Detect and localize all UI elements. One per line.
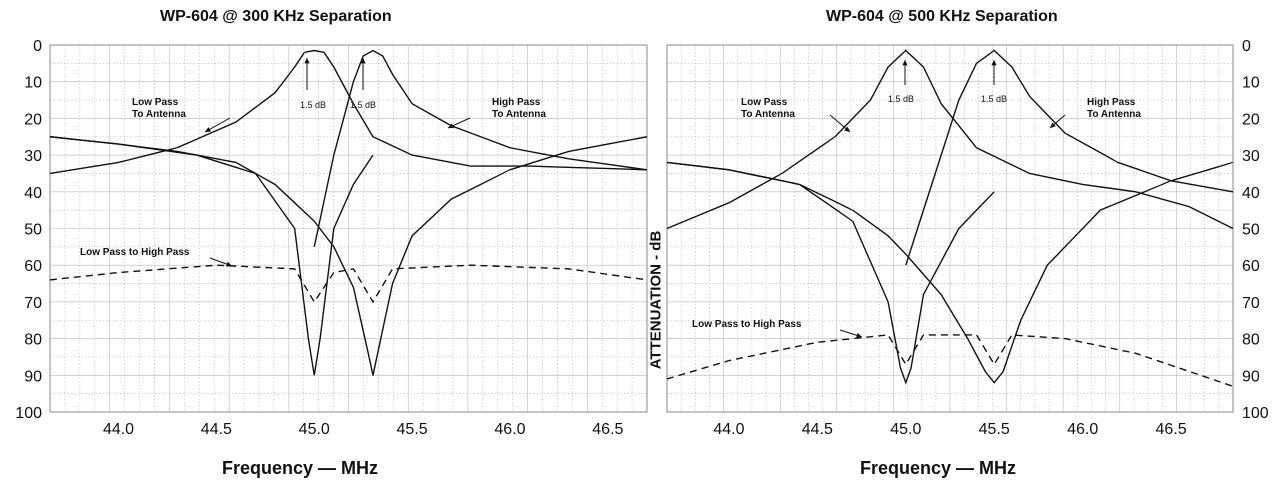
y-tick-label: 10	[1242, 75, 1260, 92]
y-tick-label: 30	[1242, 148, 1260, 165]
y-tick-label: 20	[1242, 111, 1260, 128]
series-line	[49, 136, 374, 376]
y-tick-label: 0	[1242, 38, 1251, 55]
series-line	[666, 161, 995, 385]
chart-plot-300khz: 0 10 20 30 40 50 60 70 80 90 100 44.0 44.5 45.0 45.5 46…	[15, 38, 648, 438]
y-tick-label: 30	[24, 148, 42, 165]
y-tick-label: 100	[1242, 405, 1269, 422]
x-tick-label: 45.0	[299, 421, 330, 438]
y-tick-label: 20	[24, 111, 42, 128]
arrow-icon-head	[304, 58, 310, 64]
x-tick-label: 45.0	[890, 421, 921, 438]
arrow-icon-head	[1050, 122, 1056, 128]
y-tick-label: 50	[24, 222, 42, 239]
y-tick-label: 90	[1242, 368, 1260, 385]
arrow-icon-head	[360, 58, 366, 64]
y-tick-label: 100	[15, 405, 42, 422]
chart-title: WP-604 @ 500 KHz Separation	[826, 8, 1058, 25]
x-tick-label: 46.5	[1156, 421, 1187, 438]
x-tick-label: 46.0	[1067, 421, 1098, 438]
arrow-icon-head	[205, 127, 211, 132]
y-tick-label: 0	[33, 38, 42, 55]
annotation-insertion-loss: 1.5 dB	[350, 100, 376, 110]
annotation-low-to-high: Low Pass to High Pass	[692, 319, 802, 330]
arrow-icon-head	[448, 123, 454, 129]
x-tick-label: 44.5	[802, 421, 833, 438]
x-tick-label: 46.5	[592, 421, 623, 438]
y-tick-label: 70	[24, 295, 42, 312]
series-line	[49, 136, 648, 376]
chart-300khz: WP-604 @ 300 KHz Separation 0 10 20 30 40 50 6…	[15, 8, 648, 478]
annotation-low-pass: To Antenna	[741, 109, 795, 120]
series-line	[313, 49, 648, 247]
x-tick-label: 45.5	[979, 421, 1010, 438]
series-line	[49, 49, 648, 175]
series-line	[666, 161, 1234, 384]
chart-title: WP-604 @ 300 KHz Separation	[160, 8, 392, 25]
y-tick-label: 40	[1242, 185, 1260, 202]
x-tick-label: 44.5	[201, 421, 232, 438]
x-tick-label: 44.0	[713, 421, 744, 438]
x-axis-label: Frequency — MHz	[860, 458, 1017, 478]
y-tick-label: 10	[24, 75, 42, 92]
x-tick-label: 46.0	[494, 421, 525, 438]
plot-frame	[49, 44, 648, 413]
arrow-icon-head	[991, 60, 997, 66]
x-axis-label: Frequency — MHz	[222, 458, 379, 478]
y-tick-label: 60	[1242, 258, 1260, 275]
y-tick-label: 50	[1242, 222, 1260, 239]
annotation-high-pass: To Antenna	[492, 109, 546, 120]
annotation-low-to-high: Low Pass to High Pass	[80, 247, 190, 258]
annotation-low-pass: Low Pass	[741, 97, 788, 108]
x-tick-label: 44.0	[103, 421, 134, 438]
annotation-insertion-loss: 1.5 dB	[888, 94, 914, 104]
y-tick-label: 80	[1242, 332, 1260, 349]
annotation-insertion-loss: 1.5 dB	[300, 100, 326, 110]
series-line	[666, 49, 1234, 230]
series-line-low-to-high	[49, 264, 648, 304]
annotation-high-pass: High Pass	[492, 97, 541, 108]
chart-plot-500khz: 0 10 20 30 40 50 60 70 80 90 100 44.0 44.5 45.0 45.5 46…	[666, 38, 1269, 438]
annotation-high-pass: High Pass	[1087, 97, 1136, 108]
y-tick-label: 70	[1242, 295, 1260, 312]
arrow-icon-head	[856, 332, 862, 338]
y-tick-label: 60	[24, 258, 42, 275]
y-tick-label: 80	[24, 332, 42, 349]
x-tick-label: 45.5	[397, 421, 428, 438]
arrow-icon-head	[902, 60, 908, 66]
series-line	[905, 49, 1234, 266]
chart-500khz: WP-604 @ 500 KHz Separation 0 10 20 30 40 50 6…	[650, 0, 1283, 490]
y-tick-label: 90	[24, 368, 42, 385]
arrow-icon-head	[844, 126, 850, 132]
arrow-icon-head	[226, 261, 232, 267]
y-tick-label: 40	[24, 185, 42, 202]
annotation-low-pass: Low Pass	[132, 97, 179, 108]
annotation-insertion-loss: 1.5 dB	[981, 94, 1007, 104]
y-axis-label: ATTENUATION - dB	[647, 230, 665, 370]
annotation-high-pass: To Antenna	[1087, 109, 1141, 120]
annotation-low-pass: To Antenna	[132, 109, 186, 120]
series-line-low-to-high	[666, 334, 1234, 387]
